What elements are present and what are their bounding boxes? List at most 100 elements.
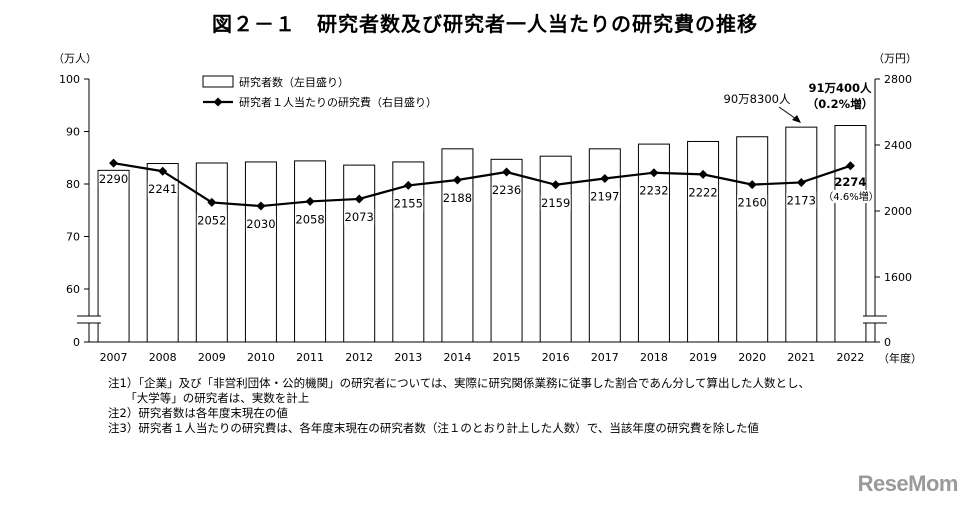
line-point-2021 xyxy=(796,177,806,187)
data-label-2018: 2232 xyxy=(639,184,668,198)
x-tick-label: 2010 xyxy=(247,351,275,364)
data-label-2010: 2030 xyxy=(246,217,275,231)
data-label-bg xyxy=(344,208,375,225)
line-point-2012 xyxy=(354,194,364,204)
data-label-bg xyxy=(98,171,129,187)
data-label-bg xyxy=(196,212,227,229)
data-label-2016: 2159 xyxy=(541,196,570,210)
note-1: 注1）「企業」及び「非営利団体・公的機関」の研究者については、実際に研究関係業務… xyxy=(108,376,811,390)
legend-line-label: 研究者１人当たりの研究費（右目盛り） xyxy=(239,95,437,109)
bar-2009 xyxy=(195,162,228,343)
right-axis-break-gap xyxy=(863,316,887,323)
data-label-2011: 2058 xyxy=(295,212,324,226)
data-label-2019: 2222 xyxy=(688,185,717,199)
line-point-2019 xyxy=(698,169,708,179)
data-label-2015: 2236 xyxy=(492,183,521,197)
x-tick-label: 2013 xyxy=(394,351,422,364)
data-label-2009: 2052 xyxy=(197,213,226,227)
data-label-bg xyxy=(638,182,669,199)
data-label-bg xyxy=(491,182,522,199)
line-research-cost xyxy=(113,162,851,208)
data-label-bg xyxy=(245,216,276,233)
data-label-2012: 2073 xyxy=(345,210,374,224)
x-tick-label: 2017 xyxy=(591,351,619,364)
x-tick-label: 2007 xyxy=(100,351,128,364)
data-label-2008: 2241 xyxy=(148,182,177,196)
left-tick-label: 90 xyxy=(66,126,80,139)
left-axis-unit: （万人） xyxy=(53,52,97,65)
line-point-2007 xyxy=(109,158,119,168)
x-axis-unit: （年度） xyxy=(878,351,922,365)
data-label-bg xyxy=(442,189,473,206)
data-label-bg xyxy=(589,188,620,205)
data-label-bg xyxy=(835,174,866,190)
bar-2010 xyxy=(244,161,277,343)
left-axis-break-gap xyxy=(77,316,101,323)
line-point-2016 xyxy=(551,180,561,190)
data-label-2021: 2173 xyxy=(787,193,816,207)
x-tick-label: 2020 xyxy=(738,351,766,364)
x-tick-label: 2011 xyxy=(296,351,324,364)
x-tick-label: 2018 xyxy=(640,351,668,364)
right-tick-label: 0 xyxy=(884,336,891,349)
annotation-2021: 90万8300人 xyxy=(724,92,791,106)
right-tick-label: 2800 xyxy=(884,73,912,86)
x-tick-label: 2019 xyxy=(689,351,717,364)
right-tick-label: 2400 xyxy=(884,139,912,152)
bar-2013 xyxy=(392,161,425,343)
bar-2012 xyxy=(343,164,376,343)
x-tick-label: 2008 xyxy=(149,351,177,364)
note-2: 注2）研究者数は各年度末現在の値 xyxy=(108,406,288,420)
line-point-2020 xyxy=(747,180,757,190)
line-point-2015 xyxy=(502,167,512,177)
data-label-bg xyxy=(295,211,326,228)
bar-2021 xyxy=(785,126,818,343)
legend-bar-swatch xyxy=(202,75,234,88)
x-tick-label: 2022 xyxy=(836,351,864,364)
line-point-2009 xyxy=(207,197,217,207)
x-tick-label: 2009 xyxy=(198,351,226,364)
footnotes: 注1）「企業」及び「非営利団体・公的機関」の研究者については、実際に研究関係業務… xyxy=(108,376,810,436)
annotation-line-pct: （4.6%増） xyxy=(823,190,878,203)
left-tick-label: 60 xyxy=(66,283,80,296)
annotation-2022: 91万400人 xyxy=(808,81,872,95)
bar-2020 xyxy=(736,136,769,343)
legend-line-marker xyxy=(213,97,223,107)
x-tick-label: 2016 xyxy=(542,351,570,364)
data-label-2014: 2188 xyxy=(443,191,472,205)
left-tick-label: 80 xyxy=(66,178,80,191)
bar-2011 xyxy=(294,160,327,343)
line-point-2022 xyxy=(845,161,855,171)
right-tick-label: 2000 xyxy=(884,205,912,218)
annotation-arrow-head xyxy=(792,115,801,123)
line-point-2011 xyxy=(305,196,315,206)
left-tick-label: 70 xyxy=(66,231,80,244)
data-label-2017: 2197 xyxy=(590,189,619,203)
bar-2007 xyxy=(97,169,130,343)
x-tick-label: 2021 xyxy=(787,351,815,364)
line-point-2013 xyxy=(403,180,413,190)
data-label-bg xyxy=(737,194,768,211)
line-point-2014 xyxy=(452,175,462,185)
data-label-bg xyxy=(147,181,178,198)
right-tick-label: 1600 xyxy=(884,271,912,284)
data-label-bg xyxy=(688,184,719,201)
note-3: 注3）研究者１人当たりの研究費は、各年度末現在の研究者数（注１のとおり計上した人… xyxy=(108,421,759,435)
data-label-2022: 2274 xyxy=(834,175,866,189)
data-label-2007: 2290 xyxy=(99,172,128,186)
left-tick-label: 0 xyxy=(73,336,80,349)
line-point-2010 xyxy=(256,201,266,211)
data-label-2020: 2160 xyxy=(738,196,767,210)
x-tick-label: 2012 xyxy=(345,351,373,364)
bar-2022 xyxy=(834,125,867,343)
line-point-2018 xyxy=(649,168,659,178)
line-point-2017 xyxy=(600,173,610,183)
left-tick-label: 100 xyxy=(59,73,80,86)
note-1-cont: 「大学等」の研究者は、実数を計上 xyxy=(108,391,310,405)
annotation-line-pct-bg xyxy=(830,190,872,203)
x-tick-label: 2015 xyxy=(493,351,521,364)
data-label-2013: 2155 xyxy=(394,196,423,210)
line-point-2008 xyxy=(158,166,168,176)
resemom-logo: ReseMom xyxy=(857,471,959,496)
